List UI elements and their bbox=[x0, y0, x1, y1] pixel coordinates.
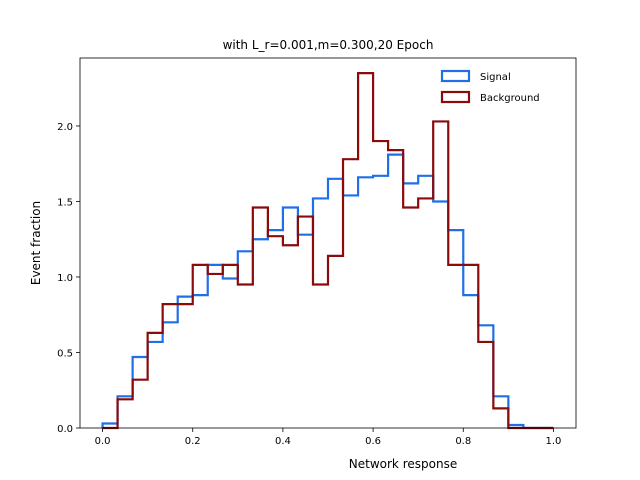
legend-label-signal: Signal bbox=[480, 72, 511, 83]
y-tick-label: 1.0 bbox=[57, 273, 73, 284]
x-tick-label: 0.4 bbox=[275, 436, 291, 447]
legend-swatch-signal bbox=[440, 69, 471, 83]
x-tick-label: 0.8 bbox=[455, 436, 471, 447]
y-tick-label: 0.0 bbox=[57, 424, 73, 435]
y-tick-label: 0.5 bbox=[57, 348, 73, 359]
series-background-step-line bbox=[102, 72, 554, 430]
chart-title: with L_r=0.001,m=0.300,20 Epoch bbox=[223, 38, 434, 52]
x-tick-label: 1.0 bbox=[546, 436, 562, 447]
x-axis: 0.0 0.2 0.4 0.6 0.8 1.0 bbox=[95, 428, 562, 447]
y-tick-label: 2.0 bbox=[57, 122, 73, 133]
axes-frame bbox=[79, 57, 577, 429]
plot-area bbox=[101, 72, 554, 430]
x-tick-label: 0.2 bbox=[185, 436, 201, 447]
y-axis-label: Event fraction bbox=[29, 201, 43, 285]
x-tick-label: 0.6 bbox=[365, 436, 381, 447]
legend: Signal Background bbox=[440, 69, 540, 104]
y-tick-label: 1.5 bbox=[57, 197, 73, 208]
y-axis: 0.0 0.5 1.0 1.5 2.0 bbox=[57, 122, 80, 435]
legend-label-background: Background bbox=[480, 93, 540, 104]
legend-swatch-background bbox=[440, 90, 471, 104]
x-tick-label: 0.0 bbox=[95, 436, 111, 447]
series-signal-step-line bbox=[101, 153, 554, 430]
x-axis-label: Network response bbox=[349, 457, 457, 471]
